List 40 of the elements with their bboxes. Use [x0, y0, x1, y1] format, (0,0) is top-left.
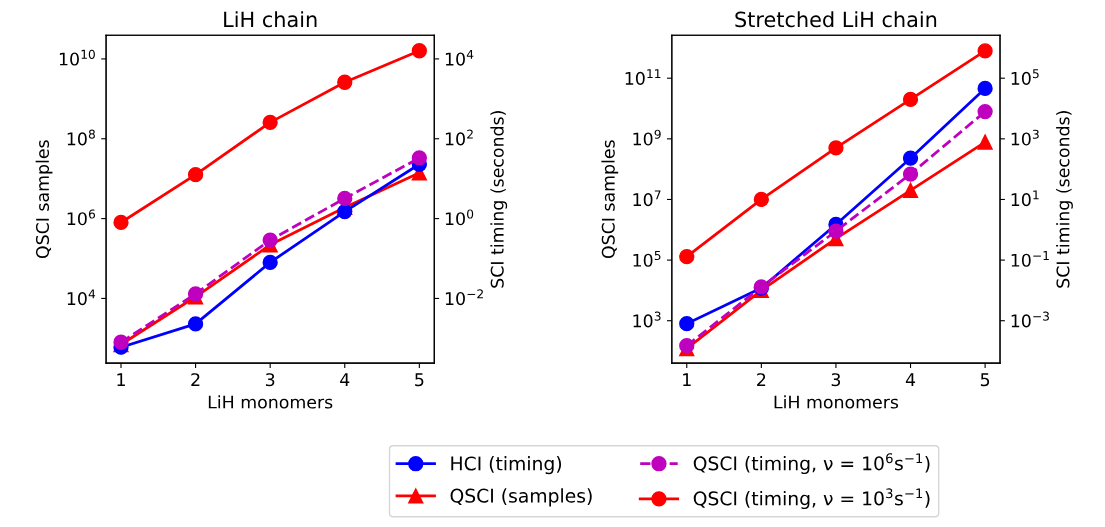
y-tick-label: 10$^{3}$ [1011, 129, 1039, 146]
x-tick-label: 5 [980, 373, 990, 387]
x-tick-label: 2 [191, 373, 200, 387]
y-axis-title: QSCI samples [601, 140, 619, 259]
y-axis-title: QSCI samples [35, 140, 53, 259]
y-tick-label: 10$^{5}$ [633, 251, 661, 267]
chart-title: LiH chain [224, 11, 317, 28]
y-tick-label: 10$^{11}$ [625, 69, 661, 85]
x-tick-label: 4 [340, 373, 350, 387]
y-tick-label: 10$^{4}$ [67, 289, 96, 306]
chart-title: Stretched LiH chain [735, 11, 937, 28]
x-tick-label: 4 [905, 373, 916, 387]
legend-label: QSCI (timing, ν = 10$^{6}$s$^{−1}$) [693, 453, 930, 475]
x-tick-label: 3 [265, 373, 275, 387]
x-axis-title: LiH monomers [774, 395, 899, 409]
legend-label: QSCI (samples) [450, 488, 592, 507]
y-tick-label: 10$^{9}$ [633, 129, 661, 146]
y-tick-label: 10$^{3}$ [633, 311, 661, 328]
y-tick-label: 10$^{0}$ [445, 209, 474, 226]
y-tick-label: 10$^{−3}$ [1011, 311, 1049, 328]
y-tick-label: 10$^{5}$ [1011, 69, 1039, 85]
y-tick-label: 10$^{4}$ [445, 49, 474, 66]
x-tick-label: 5 [415, 373, 424, 387]
y-tick-label: 10$^{−2}$ [445, 289, 483, 306]
x-axis-title: LiH monomers [208, 395, 333, 409]
y-tick-label: 10$^{6}$ [67, 209, 96, 226]
x-tick-label: 1 [683, 373, 691, 387]
y-tick-label: 10$^{8}$ [67, 129, 95, 146]
x-tick-label: 1 [117, 373, 125, 387]
y-tick-label: 10$^{7}$ [633, 190, 661, 207]
y-tick-label: 10$^{−1}$ [1011, 251, 1049, 267]
legend-label: HCI (timing) [451, 456, 562, 475]
legend-label: QSCI (timing, ν = 10$^{3}$s$^{−1}$) [693, 488, 930, 510]
x-tick-label: 3 [831, 373, 841, 387]
y-tick-label: 10$^{10}$ [59, 49, 95, 66]
y-tick-label: 10$^{2}$ [445, 129, 473, 146]
x-tick-label: 2 [757, 373, 766, 387]
y-tick-label: 10$^{1}$ [1011, 190, 1039, 207]
y-axis-title: SCI timing (seconds) [490, 111, 508, 288]
y-axis-title: SCI timing (seconds) [1056, 111, 1073, 288]
